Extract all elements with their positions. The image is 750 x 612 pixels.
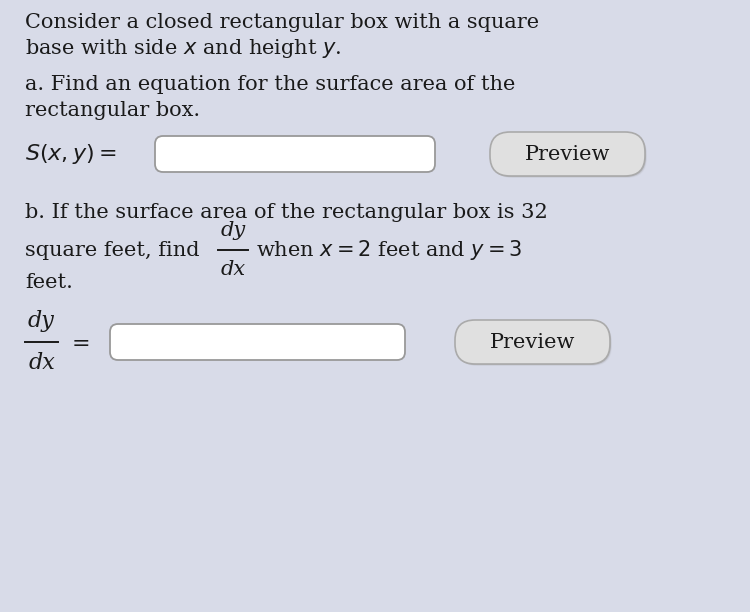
Text: $=$: $=$ bbox=[67, 331, 89, 353]
FancyBboxPatch shape bbox=[490, 132, 645, 176]
Text: base with side $x$ and height $y$.: base with side $x$ and height $y$. bbox=[25, 37, 341, 59]
FancyBboxPatch shape bbox=[456, 321, 611, 365]
FancyBboxPatch shape bbox=[110, 324, 405, 360]
Text: b. If the surface area of the rectangular box is 32: b. If the surface area of the rectangula… bbox=[25, 203, 548, 222]
FancyBboxPatch shape bbox=[491, 133, 646, 177]
Text: rectangular box.: rectangular box. bbox=[25, 100, 200, 119]
FancyBboxPatch shape bbox=[491, 133, 646, 177]
Text: dx: dx bbox=[220, 260, 245, 279]
FancyBboxPatch shape bbox=[457, 322, 612, 366]
Text: $S(x, y) =$: $S(x, y) =$ bbox=[25, 142, 117, 166]
Text: Consider a closed rectangular box with a square: Consider a closed rectangular box with a… bbox=[25, 12, 539, 31]
FancyBboxPatch shape bbox=[455, 320, 610, 364]
Text: dy: dy bbox=[28, 310, 55, 332]
FancyBboxPatch shape bbox=[455, 321, 610, 365]
Text: Preview: Preview bbox=[490, 332, 575, 351]
FancyBboxPatch shape bbox=[457, 321, 611, 365]
FancyBboxPatch shape bbox=[155, 136, 435, 172]
FancyBboxPatch shape bbox=[490, 132, 645, 176]
Text: Preview: Preview bbox=[525, 144, 610, 163]
Text: feet.: feet. bbox=[25, 272, 73, 291]
FancyBboxPatch shape bbox=[455, 320, 610, 364]
Text: square feet, find: square feet, find bbox=[25, 241, 200, 259]
Text: dy: dy bbox=[220, 221, 245, 240]
Text: a. Find an equation for the surface area of the: a. Find an equation for the surface area… bbox=[25, 75, 515, 94]
FancyBboxPatch shape bbox=[490, 133, 646, 176]
Text: dx: dx bbox=[28, 352, 55, 374]
Text: when $x = 2$ feet and $y = 3$: when $x = 2$ feet and $y = 3$ bbox=[256, 238, 523, 262]
FancyBboxPatch shape bbox=[492, 134, 647, 178]
